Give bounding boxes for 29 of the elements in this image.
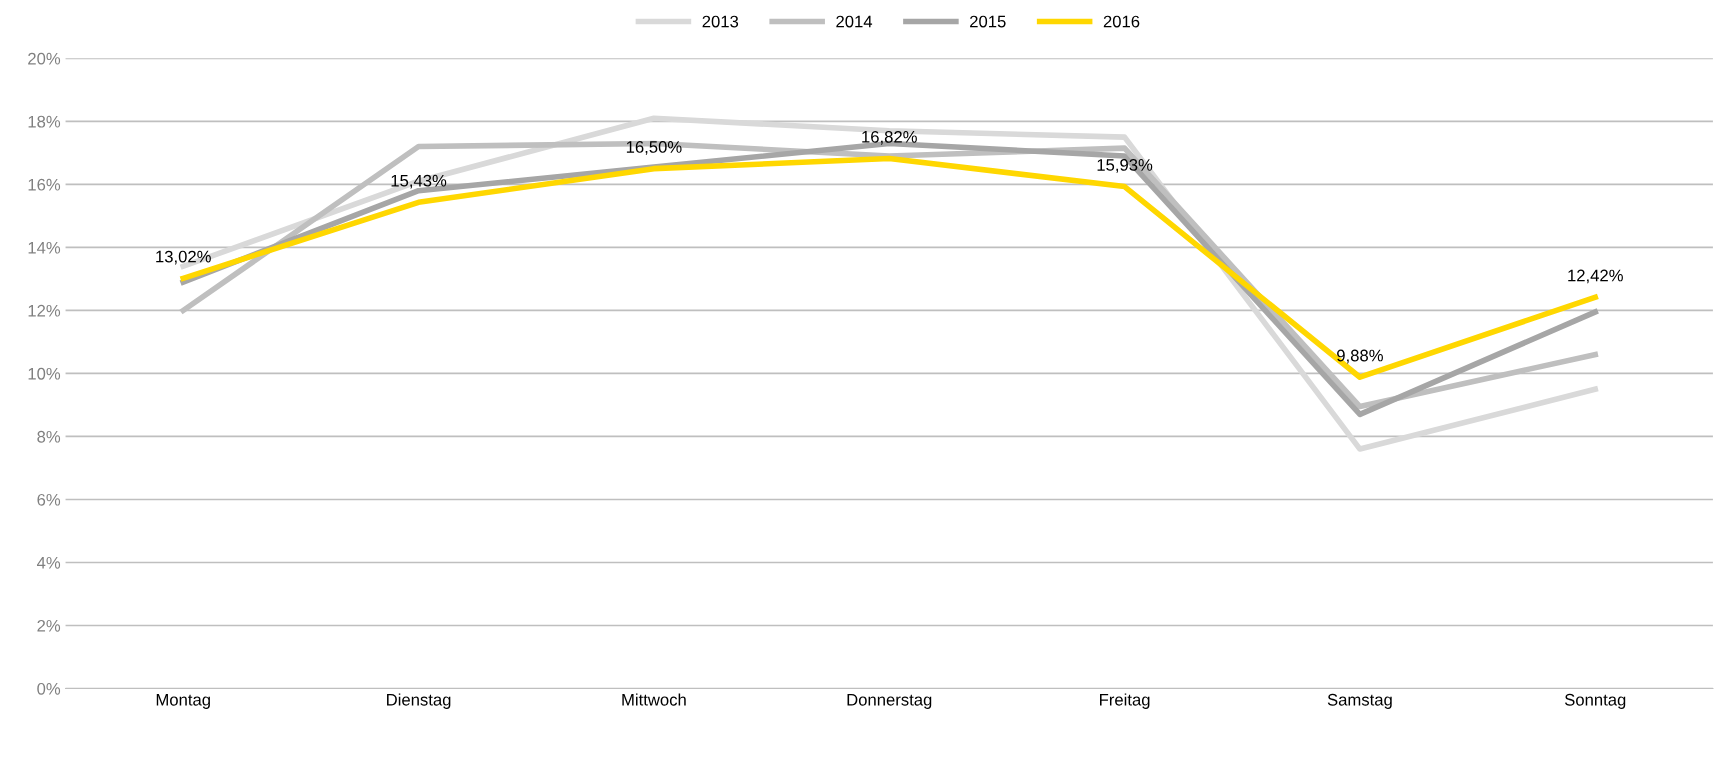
data-label: 12,42% xyxy=(1568,269,1623,284)
legend-label: 2015 xyxy=(970,15,1006,28)
x-tick-label: Samstag xyxy=(1327,693,1392,709)
y-tick-label: 18% xyxy=(28,115,61,128)
data-label: 16,50% xyxy=(626,141,682,155)
data-label: 16,82% xyxy=(862,130,917,145)
y-tick-label: 14% xyxy=(28,241,61,254)
x-tick-label: Montag xyxy=(156,694,210,709)
data-label: 15,93% xyxy=(1097,159,1153,173)
data-label: 15,43% xyxy=(391,174,447,189)
y-tick-label: 0% xyxy=(37,682,61,695)
x-tick-label: Sonntag xyxy=(1564,693,1626,709)
x-tick-label: Donnerstag xyxy=(847,694,932,709)
data-label: 9,88% xyxy=(1337,349,1383,364)
y-tick-label: 6% xyxy=(37,493,61,506)
y-tick-label: 20% xyxy=(28,52,61,65)
x-tick-label: Freitag xyxy=(1100,693,1150,709)
y-tick-label: 12% xyxy=(28,304,61,317)
y-tick-label: 2% xyxy=(37,619,61,632)
y-tick-label: 10% xyxy=(28,367,61,380)
x-tick-label: Dienstag xyxy=(387,693,451,709)
x-tick-label: Mittwoch xyxy=(622,693,686,706)
y-tick-label: 16% xyxy=(28,178,61,191)
legend-label: 2014 xyxy=(836,15,873,28)
legend-label: 2013 xyxy=(702,15,739,28)
legend-label: 2016 xyxy=(1103,15,1140,28)
y-tick-label: 8% xyxy=(37,430,61,443)
data-label: 13,02% xyxy=(156,250,211,265)
y-tick-label: 4% xyxy=(36,556,61,569)
